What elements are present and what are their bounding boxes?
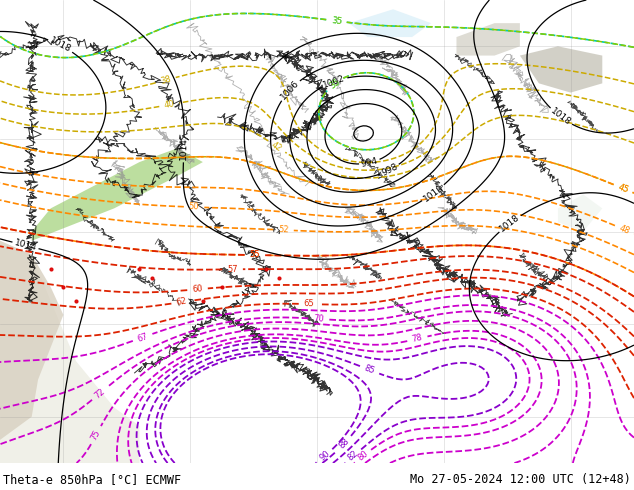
Text: 60: 60	[192, 284, 203, 294]
Text: 57: 57	[227, 265, 238, 274]
Text: 40: 40	[164, 99, 176, 110]
Text: 67: 67	[136, 331, 149, 343]
Text: 85: 85	[363, 364, 376, 376]
Text: 35: 35	[328, 77, 342, 90]
Text: 52: 52	[278, 225, 289, 235]
Text: 62: 62	[176, 297, 188, 307]
Text: 35: 35	[330, 16, 342, 26]
Polygon shape	[520, 47, 602, 93]
Text: 1018: 1018	[498, 213, 522, 234]
Text: 90: 90	[318, 449, 332, 463]
Text: 1018: 1018	[48, 36, 73, 54]
Text: 35: 35	[330, 16, 342, 26]
Text: 50: 50	[189, 202, 200, 212]
Text: 78: 78	[411, 333, 424, 344]
Text: 45: 45	[616, 182, 630, 195]
Text: Theta-e 850hPa [°C] ECMWF: Theta-e 850hPa [°C] ECMWF	[3, 473, 181, 486]
Text: 70: 70	[313, 314, 324, 324]
Text: Mo 27-05-2024 12:00 UTC (12+48): Mo 27-05-2024 12:00 UTC (12+48)	[410, 473, 631, 486]
Polygon shape	[0, 241, 139, 463]
Polygon shape	[558, 195, 602, 232]
Polygon shape	[0, 241, 63, 440]
Text: 1014: 1014	[13, 238, 37, 252]
Text: 1014: 1014	[179, 137, 189, 160]
Text: 48: 48	[618, 223, 631, 236]
Text: 42: 42	[270, 140, 283, 153]
Text: 994: 994	[360, 156, 379, 169]
Polygon shape	[349, 9, 431, 37]
Polygon shape	[32, 148, 203, 241]
Text: 38: 38	[159, 74, 172, 86]
Text: 1006: 1006	[279, 78, 301, 101]
Text: 75: 75	[89, 428, 103, 442]
Text: 998: 998	[380, 162, 399, 178]
Polygon shape	[456, 23, 520, 55]
Text: 65: 65	[304, 299, 314, 309]
Text: 55: 55	[250, 250, 260, 260]
Text: 72: 72	[93, 387, 107, 400]
Text: 82: 82	[346, 449, 360, 463]
Text: 35: 35	[328, 77, 342, 90]
Text: 55: 55	[250, 250, 260, 260]
Text: 88: 88	[337, 437, 351, 451]
Text: 1010: 1010	[422, 183, 445, 203]
Text: 80: 80	[356, 449, 370, 463]
Text: 45: 45	[616, 182, 630, 195]
Text: 1002: 1002	[322, 74, 347, 90]
Text: 1018: 1018	[549, 106, 573, 127]
